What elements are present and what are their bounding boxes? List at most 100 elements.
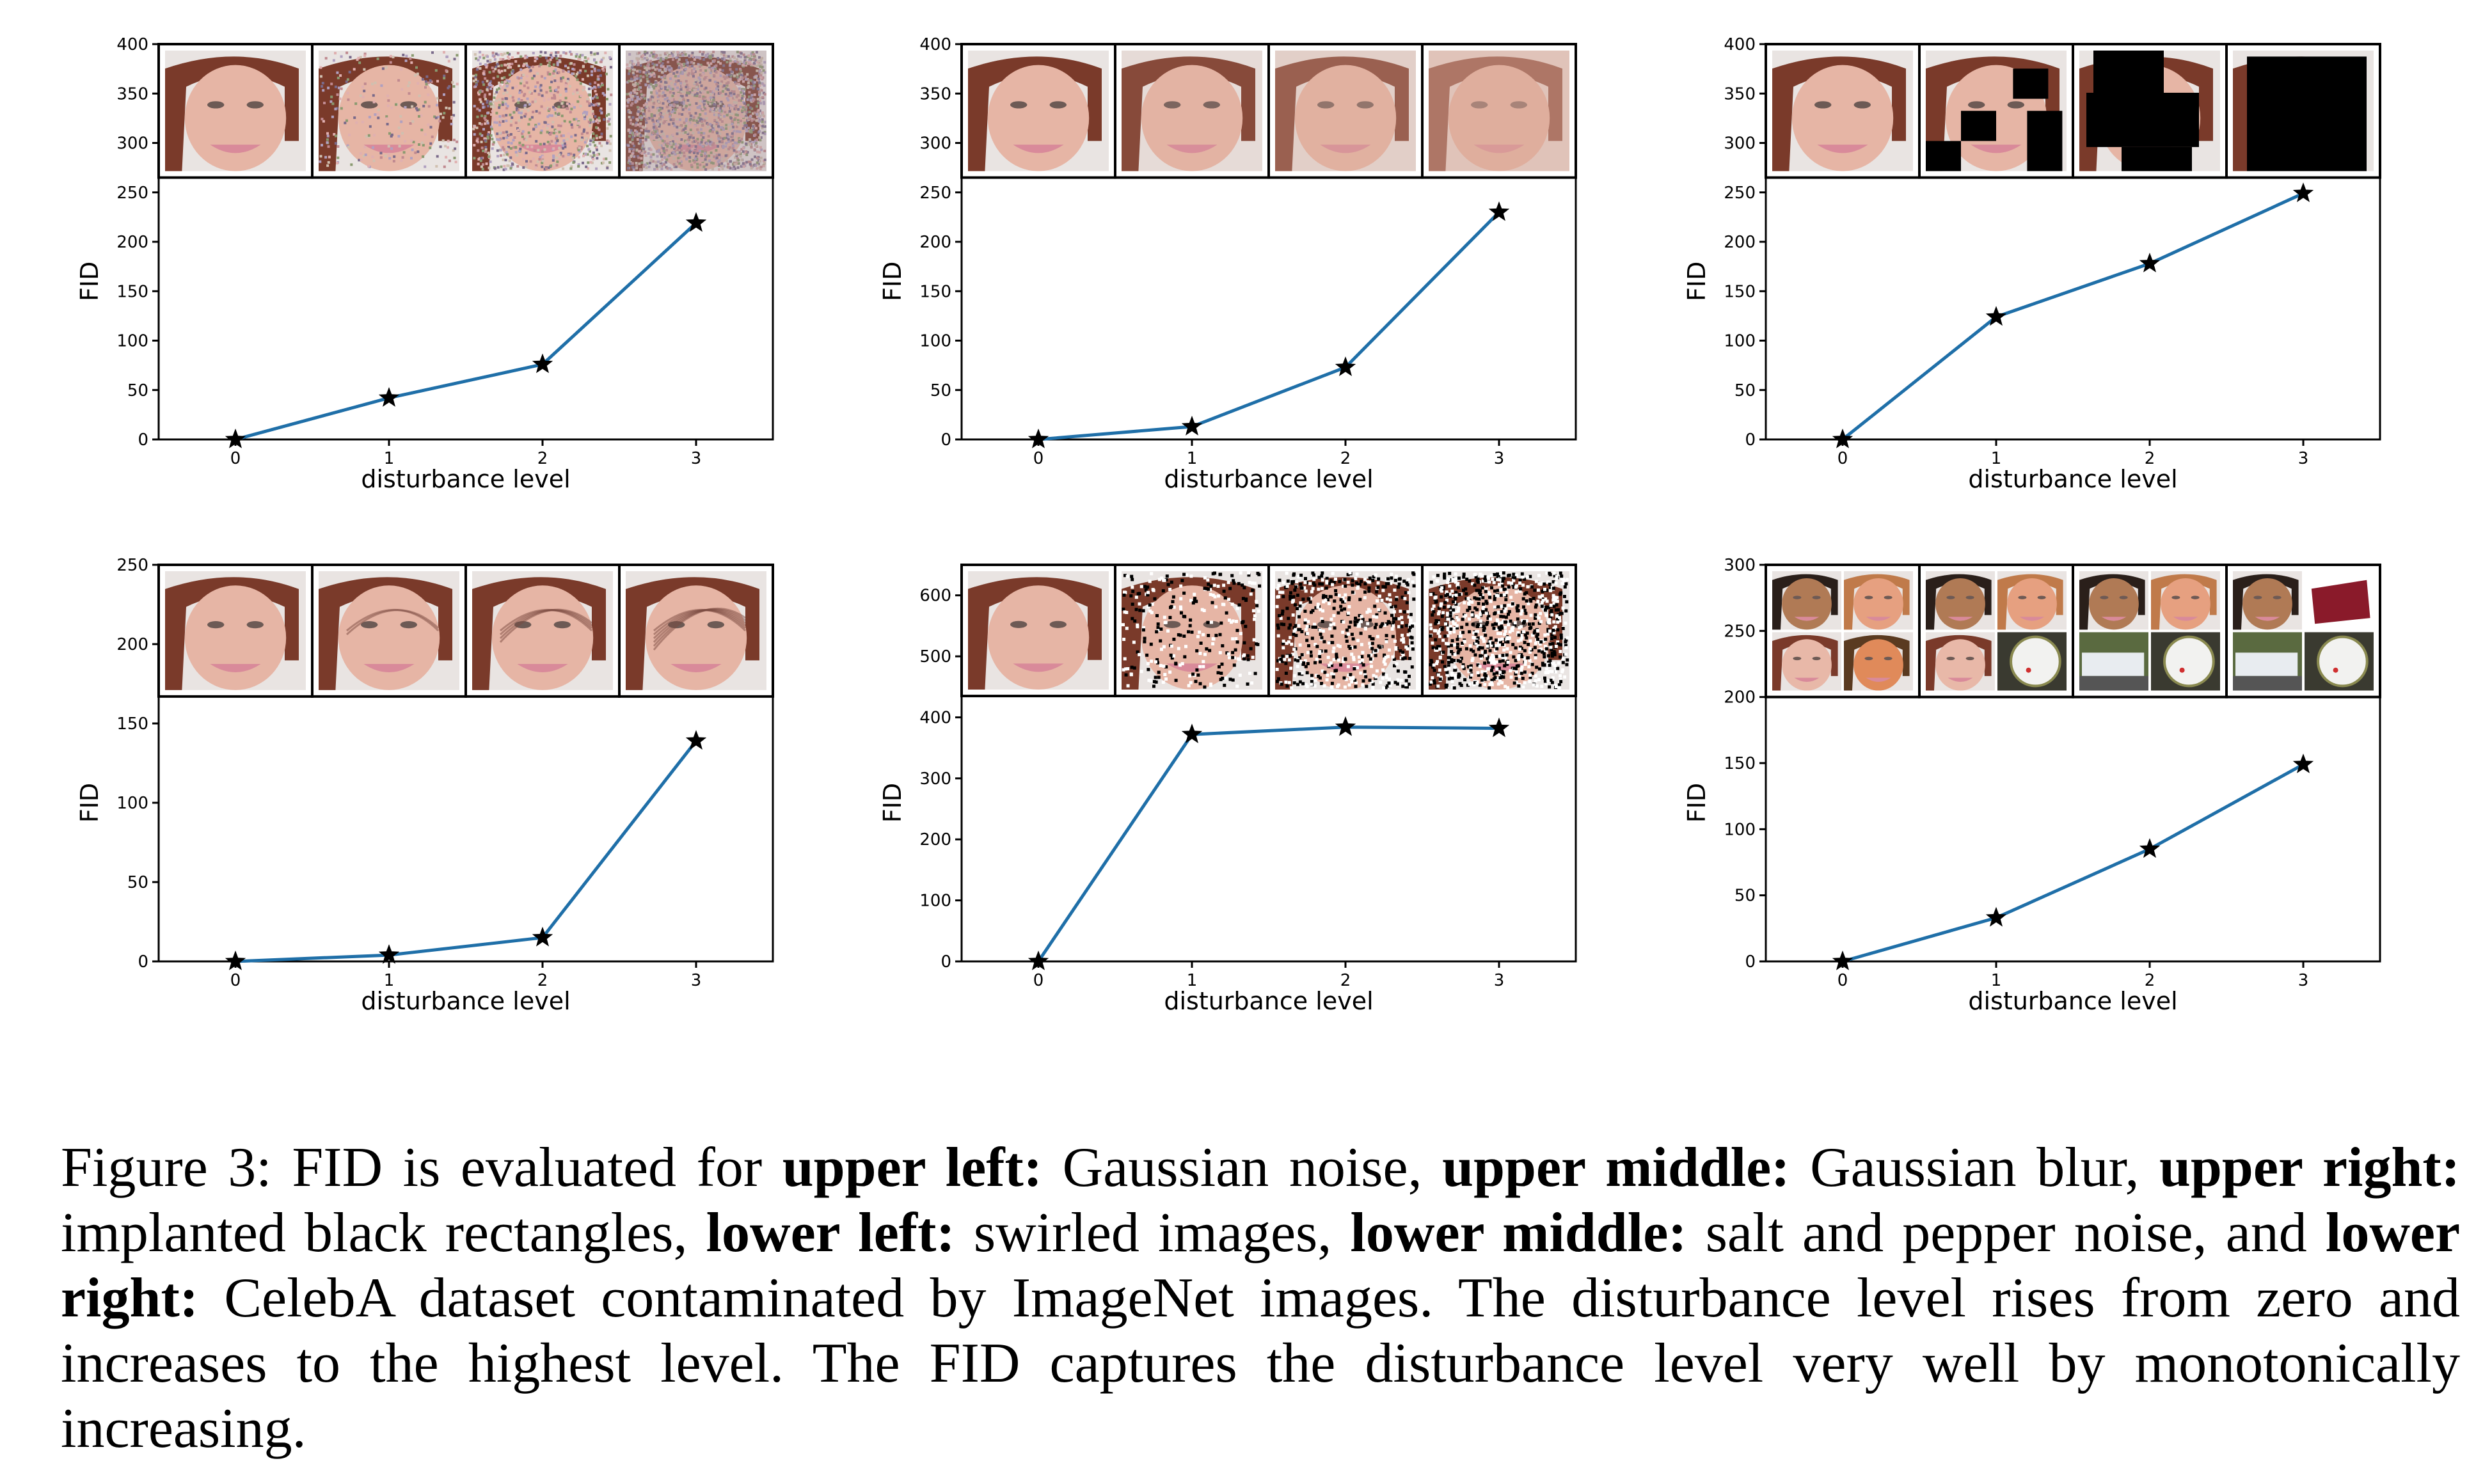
y-tick-label: 200 (1724, 233, 1756, 252)
y-tick-label: 0 (940, 430, 951, 450)
y-tick-label: 350 (919, 84, 951, 104)
series-line (1842, 762, 2305, 963)
y-tick-label: 150 (116, 282, 148, 301)
thumbnail-image: slight swirl (311, 564, 467, 698)
series-line (1038, 210, 1500, 441)
x-axis-label: disturbance level (361, 987, 570, 1015)
axes-frame (157, 564, 774, 963)
caption-bold-label: upper right: (2159, 1137, 2460, 1199)
caption-text: CelebA dataset contaminated by ImageNet … (61, 1267, 2460, 1460)
thumbnail-image: 2 faces + 2 ImageNet (2072, 564, 2228, 699)
star-marker (1985, 906, 2007, 927)
caption-bold-label: upper left: (782, 1137, 1043, 1199)
y-tick-label: 100 (1724, 820, 1756, 839)
y-tick-label: 250 (1724, 184, 1756, 203)
series-line (1841, 192, 2305, 441)
x-axis-label: disturbance level (1164, 465, 1373, 493)
x-axis-label: disturbance level (1968, 465, 2177, 493)
y-tick-label: 50 (930, 381, 951, 400)
y-tick-label: 50 (1734, 381, 1756, 400)
x-tick-label: 0 (230, 971, 241, 990)
y-tick-label: 350 (1724, 84, 1756, 104)
x-tick-label: 0 (1837, 971, 1848, 990)
x-tick-label: 1 (384, 449, 395, 468)
star-marker (225, 429, 246, 448)
thumbnail-image: more black rectangles (2072, 43, 2228, 179)
x-tick-label: 2 (2145, 449, 2155, 468)
y-tick-label: 600 (919, 587, 951, 606)
y-tick-label: 150 (116, 714, 148, 734)
star-marker (1335, 356, 1356, 376)
series-line (1036, 725, 1500, 963)
x-axis-label: disturbance level (361, 465, 570, 493)
x-tick-label: 3 (691, 971, 702, 990)
x-tick-label: 3 (691, 449, 702, 468)
thumbnail-image: medium swirl (464, 564, 621, 698)
caption-bold-label: upper middle: (1442, 1137, 1790, 1199)
star-marker (532, 926, 553, 947)
y-tick-label: 200 (116, 635, 148, 654)
axes-frame (960, 564, 1577, 963)
x-tick-label: 3 (2298, 449, 2309, 468)
x-tick-label: 3 (2298, 971, 2309, 990)
x-tick-label: 2 (537, 971, 548, 990)
thumbnail-image: heavy blur (1421, 43, 1577, 179)
y-axis-label: FID (1683, 783, 1711, 823)
caption-text: Gaussian blur, (1790, 1137, 2160, 1199)
star-marker (685, 212, 707, 232)
y-tick-label: 0 (940, 952, 951, 972)
y-tick-label: 0 (138, 952, 148, 972)
star-marker (378, 387, 400, 407)
x-tick-label: 1 (1991, 971, 2002, 990)
x-tick-label: 3 (1494, 971, 1505, 990)
x-tick-label: 0 (1837, 449, 1848, 468)
star-marker (532, 353, 553, 374)
y-tick-label: 0 (1745, 430, 1756, 450)
y-tick-label: 400 (919, 708, 951, 727)
star-marker (2139, 838, 2161, 858)
y-tick-label: 250 (116, 184, 148, 203)
y-axis-label: FID (75, 783, 104, 823)
y-tick-label: 150 (1724, 754, 1756, 773)
y-tick-label: 100 (116, 332, 148, 351)
y-tick-label: 200 (1724, 688, 1756, 707)
caption-text: Figure 3: FID is evaluated for (61, 1137, 782, 1199)
thumbnail-image: 4 faces (1765, 564, 1921, 699)
y-axis-label: FID (1683, 262, 1711, 301)
chart-lower-left: clean faceslight swirlmedium swirlstrong… (75, 556, 774, 1015)
x-tick-label: 2 (537, 449, 548, 468)
y-tick-label: 250 (919, 184, 951, 203)
x-tick-label: 1 (1187, 971, 1198, 990)
y-tick-label: 300 (919, 770, 951, 789)
thumbnail-image: 1 face + 3 ImageNet (2225, 564, 2381, 699)
thumbnail-image: few black rectangles (1918, 43, 2074, 179)
y-tick-label: 300 (919, 134, 951, 154)
chart-upper-left: clean facelight gaussian noisemedium gau… (75, 35, 774, 493)
y-tick-label: 50 (127, 381, 148, 400)
star-marker (1181, 415, 1203, 436)
star-marker (1488, 201, 1510, 221)
y-tick-label: 150 (919, 282, 951, 301)
y-tick-label: 50 (127, 873, 148, 892)
x-tick-label: 1 (1187, 449, 1198, 468)
y-tick-label: 150 (1724, 282, 1756, 301)
y-tick-label: 400 (1724, 35, 1756, 54)
y-tick-label: 500 (919, 647, 951, 667)
caption-bold-label: lower right: (61, 1202, 2461, 1329)
x-tick-label: 0 (230, 449, 241, 468)
y-tick-label: 300 (1724, 134, 1756, 154)
y-tick-label: 200 (919, 830, 951, 849)
thumbnail-image: light blur (1114, 43, 1270, 179)
y-tick-label: 0 (138, 430, 148, 450)
y-axis-label: FID (878, 783, 907, 823)
x-tick-label: 2 (1340, 971, 1351, 990)
y-tick-label: 200 (116, 233, 148, 252)
x-tick-label: 2 (2145, 971, 2155, 990)
caption-bold-label: lower middle: (1350, 1202, 1687, 1264)
y-tick-label: 250 (1724, 622, 1756, 641)
y-tick-label: 300 (116, 134, 148, 154)
y-tick-label: 100 (919, 892, 951, 911)
series-line (235, 739, 697, 963)
thumbnail-image: heavy gaussian noise (618, 43, 774, 179)
star-marker (1832, 429, 1853, 448)
